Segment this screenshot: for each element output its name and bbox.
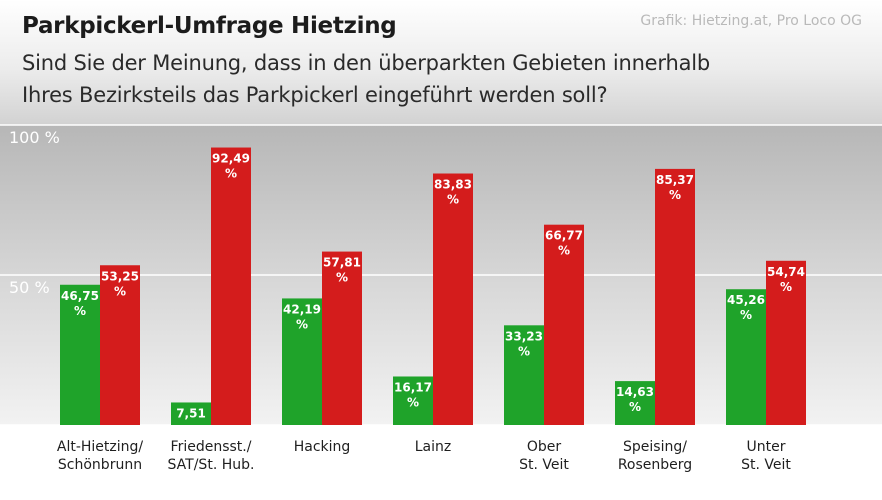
red-bar-label: 53,25 xyxy=(101,269,139,283)
green-bar xyxy=(615,381,655,425)
red-bar xyxy=(322,251,362,425)
red-bar-label: 54,74 xyxy=(767,265,805,279)
green-bar-label: 14,63 xyxy=(616,385,654,399)
category-label: SAT/St. Hub. xyxy=(168,457,255,473)
green-bar-label: 46,75 xyxy=(61,289,99,303)
category-label: Schönbrunn xyxy=(58,457,142,473)
red-bar-label: 57,81 xyxy=(323,256,361,270)
category-label: Alt-Hietzing/ xyxy=(57,439,144,455)
red-bar-label: 92,49 xyxy=(212,152,250,166)
category-label: Speising/ xyxy=(623,439,687,455)
red-bar xyxy=(211,147,251,425)
red-bar xyxy=(433,173,473,425)
chart-title: Parkpickerl-Umfrage Hietzing xyxy=(22,13,397,39)
green-bar xyxy=(393,376,433,425)
category-label: Rosenberg xyxy=(618,457,692,473)
red-bar xyxy=(766,260,806,425)
red-bar xyxy=(655,168,695,425)
category-label: St. Veit xyxy=(519,457,569,473)
category-label: Unter xyxy=(747,439,786,455)
green-bar-label: 16,17 xyxy=(394,380,432,394)
red-bar-label: % xyxy=(114,284,126,298)
green-bar-label: 42,19 xyxy=(283,302,321,316)
source-credit: Grafik: Hietzing.at, Pro Loco OG xyxy=(640,13,862,29)
red-bar xyxy=(544,224,584,425)
question-line-2: Ihres Bezirksteils das Parkpickerl einge… xyxy=(22,83,608,107)
green-bar-label: % xyxy=(407,395,419,409)
category-label: St. Veit xyxy=(741,457,791,473)
green-bar-label: 7,51 xyxy=(176,406,206,420)
red-bar-label: % xyxy=(669,188,681,202)
green-bar-label: % xyxy=(74,304,86,318)
red-bar-label: 66,77 xyxy=(545,229,583,243)
green-bar-label: % xyxy=(296,317,308,331)
category-label: Ober xyxy=(527,439,562,455)
red-bar-label: 85,37 xyxy=(656,173,694,187)
green-bar-label: % xyxy=(518,344,530,358)
red-bar-label: 83,83 xyxy=(434,178,472,192)
green-bar-label: % xyxy=(629,400,641,414)
green-bar xyxy=(726,289,766,425)
category-label: Hacking xyxy=(294,439,351,455)
question-line-1: Sind Sie der Meinung, dass in den überpa… xyxy=(22,51,711,75)
header: Parkpickerl-Umfrage Hietzing Grafik: Hie… xyxy=(0,0,882,125)
red-bar-label: % xyxy=(225,167,237,181)
red-bar-label: % xyxy=(780,280,792,294)
green-bar xyxy=(504,325,544,425)
y-tick-label: 50 % xyxy=(9,278,50,297)
red-bar-label: % xyxy=(558,244,570,258)
red-bar-label: % xyxy=(447,193,459,207)
red-bar-label: % xyxy=(336,271,348,285)
red-bar xyxy=(100,265,140,425)
category-label: Friedensst./ xyxy=(171,439,252,455)
y-tick-label: 100 % xyxy=(9,128,60,147)
category-label: Lainz xyxy=(415,439,452,455)
green-bar xyxy=(282,298,322,425)
green-bar xyxy=(60,284,100,425)
green-bar xyxy=(171,402,211,425)
green-bar-label: % xyxy=(740,308,752,322)
green-bar-label: 33,23 xyxy=(505,329,543,343)
green-bar-label: 45,26 xyxy=(727,293,765,307)
